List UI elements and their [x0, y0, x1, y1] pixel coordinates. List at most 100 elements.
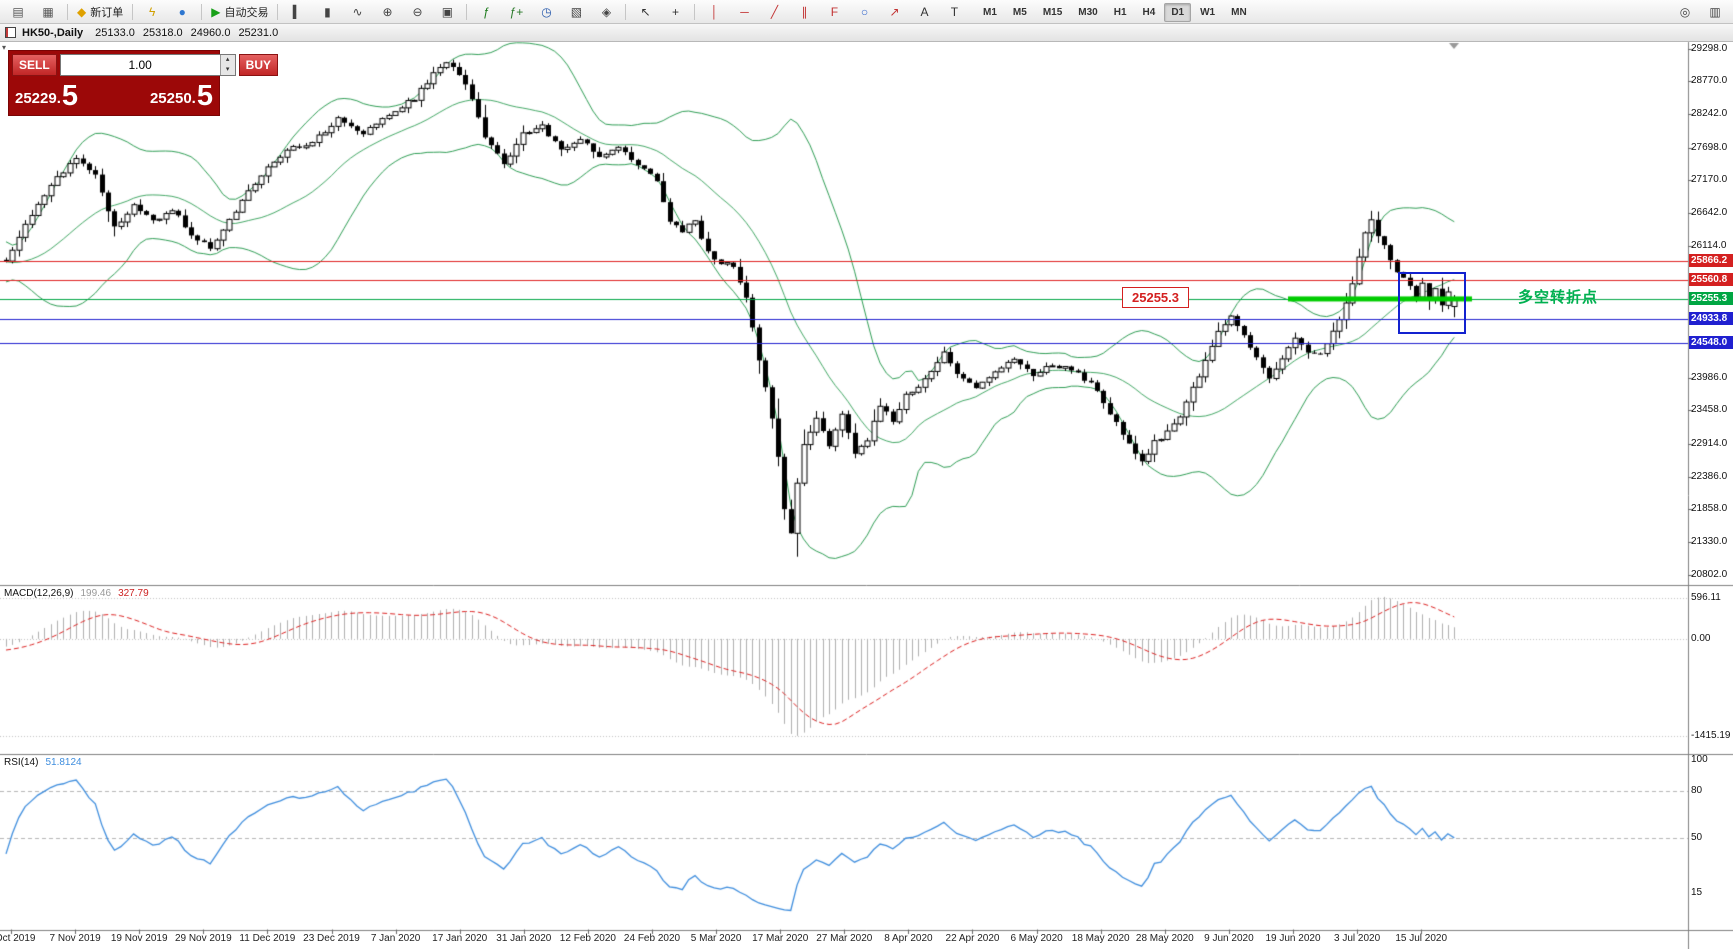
volume-control: ▴ ▾: [59, 54, 236, 76]
buy-price[interactable]: 25250. 5: [114, 78, 216, 112]
zoom-out-button[interactable]: ⊖: [403, 1, 431, 23]
timeframe-m5[interactable]: M5: [1012, 6, 1027, 18]
toolbar-separator: [694, 3, 696, 20]
volume-input[interactable]: [60, 55, 220, 75]
price-tick: 28770.0: [1691, 75, 1728, 87]
text-label-button[interactable]: T: [940, 1, 968, 23]
text-button[interactable]: A: [910, 1, 938, 23]
fibonacci-button[interactable]: F: [820, 1, 848, 23]
time-axis[interactable]: 8 Oct 2019 7 Nov 2019 19 Nov 2019 29 Nov 20…: [0, 932, 1688, 948]
buy-price-big-digit: 5: [196, 80, 213, 112]
channel-button[interactable]: ∥: [790, 1, 818, 23]
new-chart-button[interactable]: ▤: [4, 1, 32, 23]
indicators-icon: ƒ: [483, 4, 490, 19]
periods-icon: ◷: [541, 4, 552, 19]
price-level-chip: 24548.0: [1689, 335, 1733, 349]
text-label-icon: T: [950, 4, 959, 19]
timeframe-mn[interactable]: MN: [1231, 6, 1247, 18]
price-tick: 27698.0: [1691, 141, 1728, 153]
timeframe-m15[interactable]: M15: [1042, 6, 1063, 18]
toolbar-right-icons: ◎ ▥: [1670, 1, 1730, 23]
arrow-tool-button[interactable]: ↗: [880, 1, 908, 23]
price-tick: 21858.0: [1691, 503, 1728, 515]
one-click-trading-panel: SELL ▴ ▾ BUY 25229. 5 25250. 5: [8, 50, 279, 116]
shapes-button[interactable]: ○: [850, 1, 878, 23]
indicators-button[interactable]: ƒ: [472, 1, 500, 23]
search-icon: ◎: [1679, 5, 1691, 19]
cursor-button[interactable]: ↖: [631, 1, 659, 23]
turning-point-note[interactable]: 多空转折点: [1518, 289, 1599, 306]
crosshair-icon: +: [671, 4, 679, 19]
sell-price-big-digit: 5: [61, 80, 79, 112]
autotrading-button[interactable]: ▶ 自动交易: [207, 1, 272, 23]
chart-title-bar: HK50-,Daily 25133.0 25318.0 24960.0 2523…: [0, 24, 1733, 42]
zoom-in-button[interactable]: ⊕: [373, 1, 401, 23]
chart-candles-button[interactable]: ▮: [313, 1, 341, 23]
profiles-icon: ▦: [42, 4, 54, 19]
toolbar-separator: [466, 3, 468, 20]
timeframe-m1[interactable]: M1: [983, 6, 997, 18]
date-label: 18 May 2020: [1071, 933, 1130, 944]
templates-button[interactable]: ▧: [562, 1, 590, 23]
one-click-collapse-arrow[interactable]: ▾: [2, 43, 7, 52]
price-tick: 28242.0: [1691, 108, 1728, 119]
price-level-chip: 25866.2: [1689, 254, 1733, 268]
chart-line-button[interactable]: ∿: [343, 1, 371, 23]
price-level-chip: 24933.8: [1689, 311, 1733, 325]
chart-symbol-period: HK50-,Daily: [22, 26, 84, 39]
timeframe-h4[interactable]: H4: [1142, 6, 1156, 18]
sell-button[interactable]: SELL: [12, 54, 57, 76]
macd-scale-tick: 596.11: [1691, 591, 1721, 603]
trendline-button[interactable]: ╱: [760, 1, 788, 23]
volume-increase-button[interactable]: ▴: [220, 55, 235, 65]
new-order-button[interactable]: ◆ 新订单: [73, 1, 127, 23]
rsi-value: 51.8124: [45, 757, 82, 768]
periods-button[interactable]: ◷: [532, 1, 560, 23]
horizontal-line-button[interactable]: ─: [730, 1, 758, 23]
tile-windows-button[interactable]: ▣: [433, 1, 461, 23]
date-label: 11 Dec 2019: [239, 933, 296, 944]
layout-button[interactable]: ▥: [1701, 1, 1729, 23]
date-label: 6 May 2020: [1010, 933, 1063, 944]
timeframe-m30[interactable]: M30: [1078, 6, 1098, 18]
vertical-line-button[interactable]: │: [700, 1, 728, 23]
ohlc-low: 24960.0: [190, 26, 231, 39]
timeframe-d1[interactable]: D1: [1164, 2, 1192, 22]
toolbar-separator: [201, 3, 203, 20]
community-icon: ●: [178, 4, 186, 19]
timeframe-w1[interactable]: W1: [1200, 6, 1216, 18]
price-level-callout[interactable]: 25255.3: [1122, 287, 1189, 308]
date-label: 7 Jan 2020: [370, 933, 421, 944]
metaeditor-icon: ϟ: [149, 4, 156, 19]
metaeditor-button[interactable]: ϟ: [138, 1, 166, 23]
buy-button[interactable]: BUY: [238, 54, 279, 76]
community-button[interactable]: ●: [168, 1, 196, 23]
volume-decrease-button[interactable]: ▾: [220, 65, 235, 75]
date-label: 19 Nov 2019: [110, 933, 168, 944]
price-tick: 21330.0: [1691, 535, 1728, 547]
date-label: 31 Jan 2020: [496, 933, 552, 944]
text-icon: A: [920, 4, 929, 19]
crosshair-button[interactable]: +: [661, 1, 689, 23]
zoom-out-icon: ⊖: [412, 4, 423, 19]
timeframe-h1[interactable]: H1: [1113, 6, 1127, 18]
search-button[interactable]: ◎: [1671, 1, 1699, 23]
price-level-chip: 25560.8: [1689, 273, 1733, 287]
cursor-icon: ↖: [640, 4, 651, 19]
toolbar-separator: [277, 3, 279, 20]
fibonacci-icon: F: [830, 4, 839, 19]
price-scale[interactable]: 29298.0 28770.0 28242.0 27698.0 27170.0 26642…: [1689, 0, 1733, 949]
profiles-button[interactable]: ▦: [34, 1, 62, 23]
objects-list-button[interactable]: ◈: [592, 1, 620, 23]
chart-bars-button[interactable]: ▍: [283, 1, 311, 23]
rsi-scale-tick: 100: [1691, 754, 1708, 765]
price-tick: 23986.0: [1691, 371, 1728, 383]
annotation-rectangle[interactable]: [1398, 272, 1466, 334]
zoom-in-icon: ⊕: [382, 4, 393, 19]
rsi-indicator-label: RSI(14) 51.8124: [4, 757, 82, 768]
date-label: 22 Apr 2020: [945, 933, 1000, 944]
add-indicator-button[interactable]: ƒ+: [502, 1, 530, 23]
date-label: 8 Oct 2019: [0, 933, 36, 944]
sell-price[interactable]: 25229. 5: [12, 78, 114, 112]
